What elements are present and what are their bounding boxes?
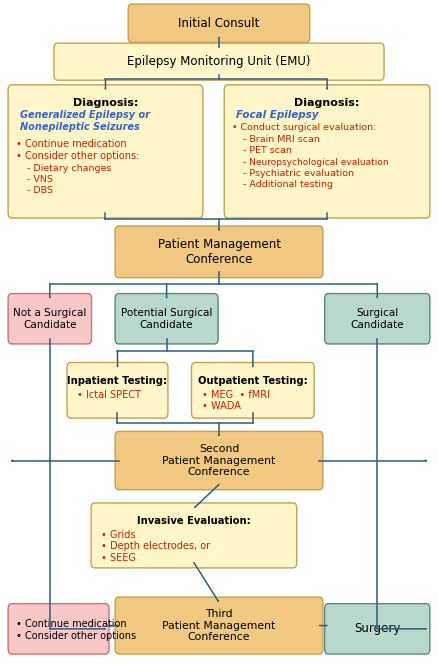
FancyBboxPatch shape — [67, 363, 168, 418]
Text: Initial Consult: Initial Consult — [178, 17, 260, 30]
Text: - Neuropsychological evaluation: - Neuropsychological evaluation — [243, 158, 389, 167]
Text: Surgery: Surgery — [354, 622, 400, 635]
Text: Diagnosis:: Diagnosis: — [73, 98, 138, 108]
Text: Focal Epilepsy: Focal Epilepsy — [237, 110, 319, 120]
Text: • Continue medication: • Continue medication — [16, 139, 127, 149]
Text: Diagnosis:: Diagnosis: — [294, 98, 360, 108]
FancyBboxPatch shape — [115, 293, 218, 344]
Text: • SEEG: • SEEG — [101, 552, 136, 562]
Text: Potential Surgical
Candidate: Potential Surgical Candidate — [121, 308, 212, 329]
Text: - Psychiatric evaluation: - Psychiatric evaluation — [243, 169, 354, 178]
Text: • Depth electrodes, or: • Depth electrodes, or — [101, 541, 210, 551]
Text: Outpatient Testing:: Outpatient Testing: — [198, 376, 308, 386]
Text: Epilepsy Monitoring Unit (EMU): Epilepsy Monitoring Unit (EMU) — [127, 55, 311, 68]
Text: • Grids: • Grids — [101, 530, 136, 540]
Text: • MEG  • fMRI: • MEG • fMRI — [201, 390, 269, 400]
FancyBboxPatch shape — [325, 293, 430, 344]
Text: - VNS: - VNS — [27, 175, 53, 184]
FancyBboxPatch shape — [191, 363, 314, 418]
FancyBboxPatch shape — [8, 85, 203, 218]
Text: Not a Surgical
Candidate: Not a Surgical Candidate — [13, 308, 86, 329]
Text: - Brain MRI scan: - Brain MRI scan — [243, 135, 320, 144]
Text: Generalized Epilepsy or
Nonepileptic Seizures: Generalized Epilepsy or Nonepileptic Sei… — [20, 110, 150, 132]
FancyBboxPatch shape — [8, 293, 92, 344]
FancyBboxPatch shape — [54, 43, 384, 80]
FancyBboxPatch shape — [224, 85, 430, 218]
FancyBboxPatch shape — [91, 503, 297, 568]
FancyBboxPatch shape — [115, 226, 323, 278]
Text: Second
Patient Management
Conference: Second Patient Management Conference — [162, 444, 276, 477]
FancyBboxPatch shape — [128, 4, 310, 42]
Text: - PET scan: - PET scan — [243, 147, 292, 155]
Text: - DBS: - DBS — [27, 186, 53, 195]
Text: • Consider other options: • Consider other options — [16, 631, 136, 641]
Text: • Continue medication: • Continue medication — [16, 619, 127, 629]
FancyBboxPatch shape — [325, 604, 430, 654]
Text: Invasive Evaluation:: Invasive Evaluation: — [137, 516, 251, 526]
Text: Patient Management
Conference: Patient Management Conference — [158, 238, 280, 266]
Text: Third
Patient Management
Conference: Third Patient Management Conference — [162, 609, 276, 642]
Text: - Dietary changes: - Dietary changes — [27, 164, 111, 173]
FancyBboxPatch shape — [115, 432, 323, 490]
Text: Surgical
Candidate: Surgical Candidate — [350, 308, 404, 329]
FancyBboxPatch shape — [8, 604, 109, 654]
Text: - Additional testing: - Additional testing — [243, 180, 333, 189]
Text: • Conduct surgical evaluation:: • Conduct surgical evaluation: — [232, 124, 377, 132]
Text: • Consider other options:: • Consider other options: — [16, 151, 139, 161]
Text: • WADA: • WADA — [201, 401, 240, 411]
Text: Inpatient Testing:: Inpatient Testing: — [67, 376, 168, 386]
Text: • Ictal SPECT: • Ictal SPECT — [77, 390, 141, 400]
FancyBboxPatch shape — [115, 597, 323, 654]
